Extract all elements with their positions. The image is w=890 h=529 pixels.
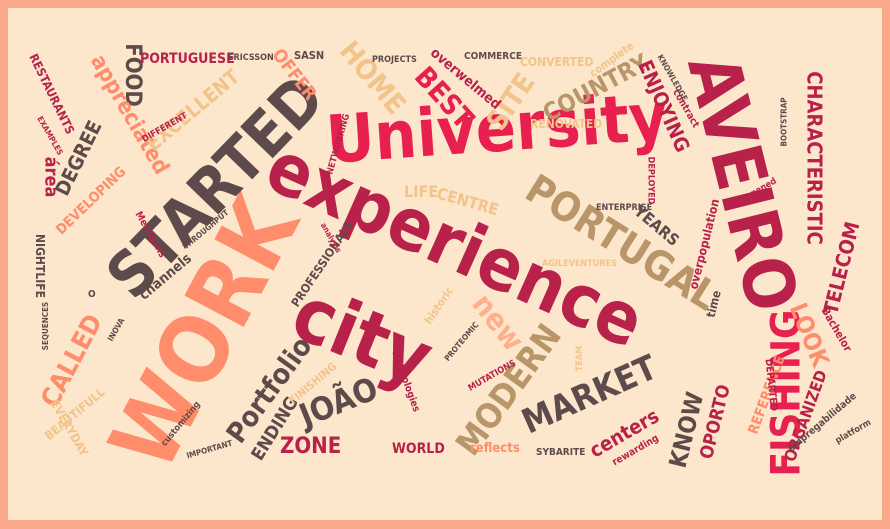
word-renovated: RENOVATED [530, 117, 603, 131]
word-characteristic: CHARACTERISTIC [802, 71, 827, 245]
word-zone: ZONE [280, 434, 342, 459]
word-ericsson: ERICSSON [228, 53, 274, 63]
word-converted: CONVERTED [520, 55, 594, 69]
word-proteomic: PROTEOMIC [442, 320, 481, 363]
word-nightlife: NIGHTLIFE [32, 234, 47, 298]
word-reflects: reflects [470, 441, 520, 456]
word-agileventures: AGILEVENTURES [542, 259, 617, 269]
word-restaurants: RESTAURANTS [26, 51, 78, 137]
word-cloud-canvas: University experience AVEIRO WORK STARTE… [8, 8, 882, 520]
word-sybarite: SYBARITE [536, 447, 586, 458]
word-area: área [40, 156, 62, 198]
word-o: O [88, 289, 96, 300]
word-deployed: DEPLOYED [645, 156, 656, 205]
word-team: TEAM [575, 345, 586, 372]
word-platform: platform [833, 417, 874, 447]
word-bootstrap: BOOTSTRAP [779, 97, 789, 147]
word-life: LIFE [404, 182, 439, 201]
word-portuguese: PORTUGUESE [140, 51, 235, 67]
word-enterprise: ENTERPRISE [596, 203, 653, 213]
word-commerce: COMMERCE [464, 51, 522, 62]
word-know: KNOW [663, 389, 710, 471]
word-world: WORLD [392, 441, 445, 457]
word-inova: INOVA [105, 316, 127, 343]
word-sasn: SASN [294, 49, 325, 62]
word-projects: PROJECTS [372, 55, 417, 65]
word-sequences: SEQUENCES [41, 301, 51, 351]
